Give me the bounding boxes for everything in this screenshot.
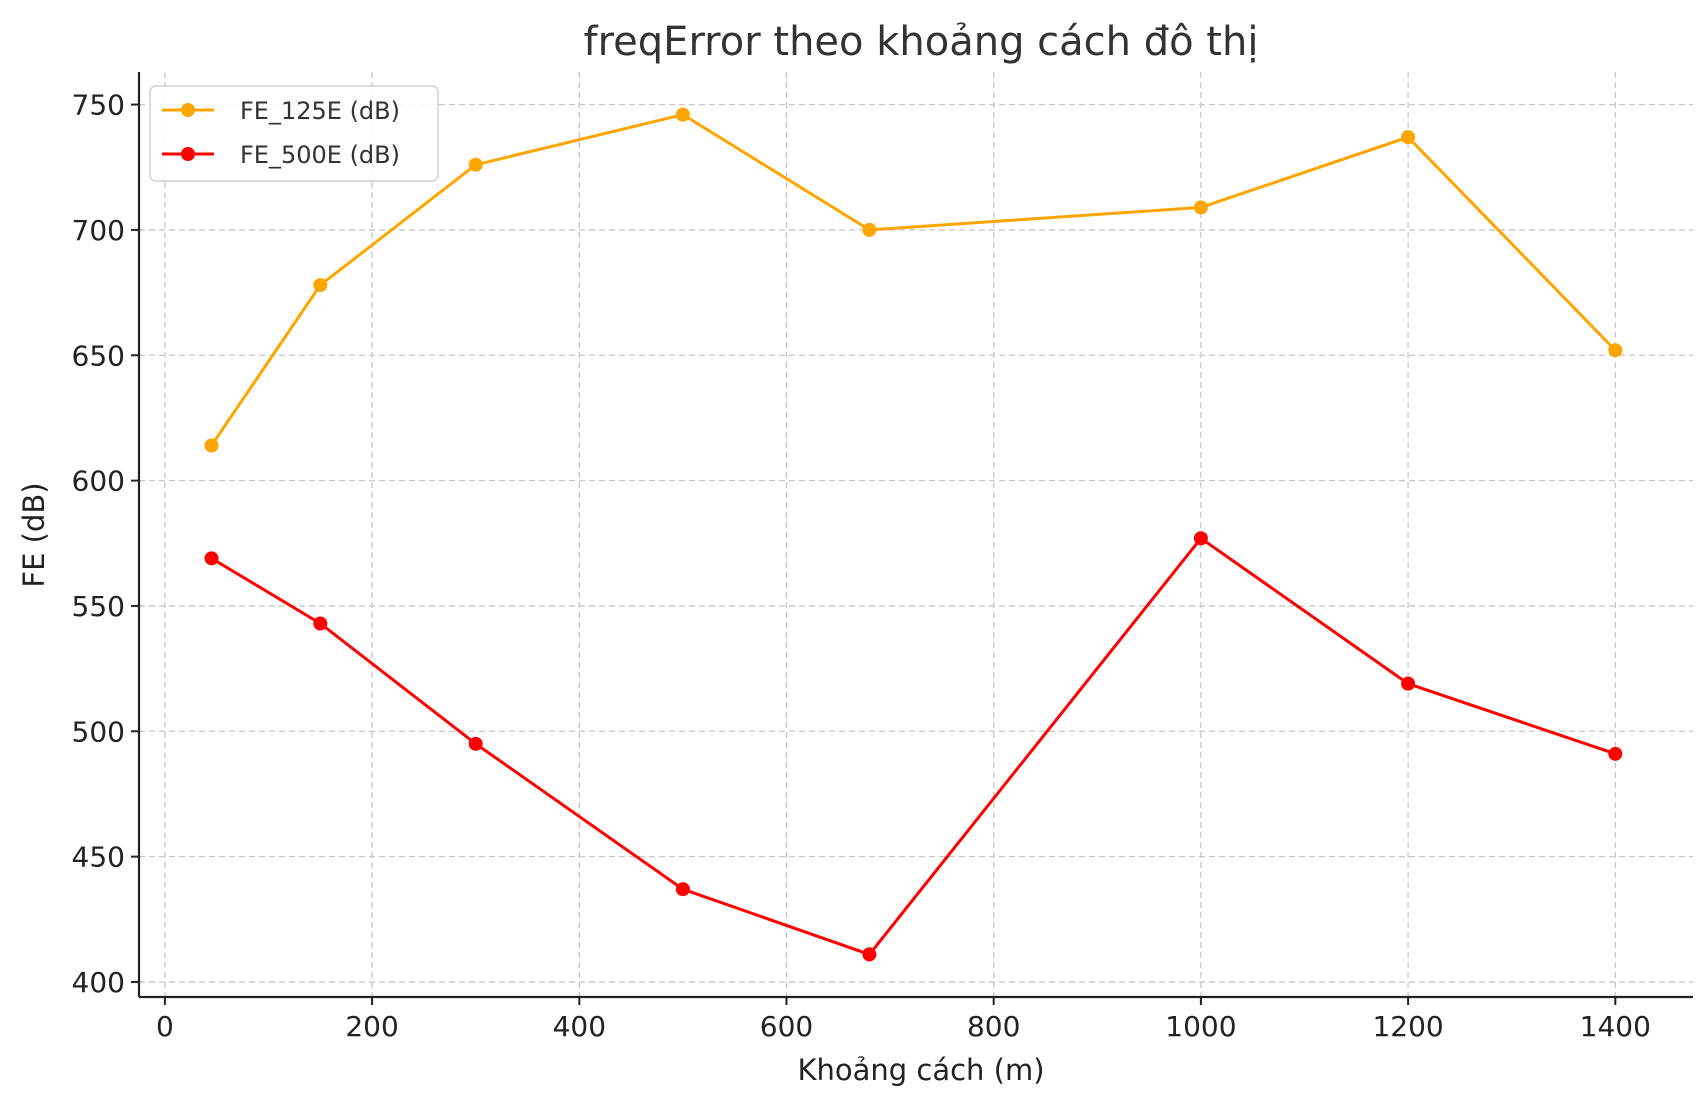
- data-point: [313, 278, 328, 293]
- series-layer: [204, 107, 1623, 962]
- y-tick-label: 650: [72, 339, 125, 372]
- data-point: [1193, 200, 1208, 215]
- y-tick-label: 500: [72, 715, 125, 748]
- x-tick-label: 600: [760, 1010, 813, 1043]
- legend-item: FE_500E (dB): [162, 141, 400, 169]
- chart-title: freqError theo khoảng cách đô thị: [584, 19, 1259, 65]
- x-tick-label: 400: [553, 1010, 606, 1043]
- x-tick-label: 1400: [1580, 1010, 1651, 1043]
- y-tick-label: 400: [72, 966, 125, 999]
- x-tick-label: 800: [967, 1010, 1020, 1043]
- legend-swatch-marker: [181, 147, 195, 161]
- legend-label: FE_125E (dB): [240, 97, 400, 125]
- legend: FE_125E (dB) FE_500E (dB): [149, 85, 439, 182]
- data-point: [313, 616, 328, 631]
- y-tick-label: 750: [72, 89, 125, 122]
- data-point: [468, 736, 483, 751]
- series-1: [204, 531, 1623, 962]
- data-point: [675, 107, 690, 122]
- y-tick-label: 700: [72, 214, 125, 247]
- x-axis-label: Khoảng cách (m): [797, 1053, 1044, 1087]
- axes: [137, 72, 1693, 999]
- y-tick-label: 600: [72, 465, 125, 498]
- series-line: [210, 536, 1616, 956]
- data-point: [1608, 746, 1623, 761]
- data-point: [862, 222, 877, 237]
- data-point: [862, 947, 877, 962]
- y-tick-label: 550: [72, 590, 125, 623]
- y-tick-label: 450: [72, 841, 125, 874]
- data-point: [1608, 343, 1623, 358]
- data-point: [468, 157, 483, 172]
- data-point: [1401, 130, 1416, 145]
- x-tick-label: 1000: [1165, 1010, 1236, 1043]
- data-point: [1193, 531, 1208, 546]
- data-point: [1401, 676, 1416, 691]
- y-axis-label: FE (dB): [17, 482, 51, 587]
- x-tick-label: 0: [156, 1010, 174, 1043]
- y-axis-ticks: 400 450 500 550 600 650 700 750: [72, 89, 139, 999]
- series-line: [210, 113, 1617, 447]
- series-0: [204, 107, 1623, 453]
- data-point: [675, 882, 690, 897]
- x-tick-label: 200: [345, 1010, 398, 1043]
- data-point: [204, 438, 219, 453]
- x-axis-ticks: 0 200 400 600 800 1000 1200 1400: [156, 997, 1651, 1043]
- legend-label: FE_500E (dB): [240, 141, 400, 169]
- x-tick-label: 1200: [1372, 1010, 1443, 1043]
- legend-swatch-marker: [181, 103, 195, 117]
- legend-box: [149, 85, 439, 182]
- grid: [139, 72, 1693, 997]
- legend-item: FE_125E (dB): [162, 97, 400, 125]
- data-point: [204, 551, 219, 566]
